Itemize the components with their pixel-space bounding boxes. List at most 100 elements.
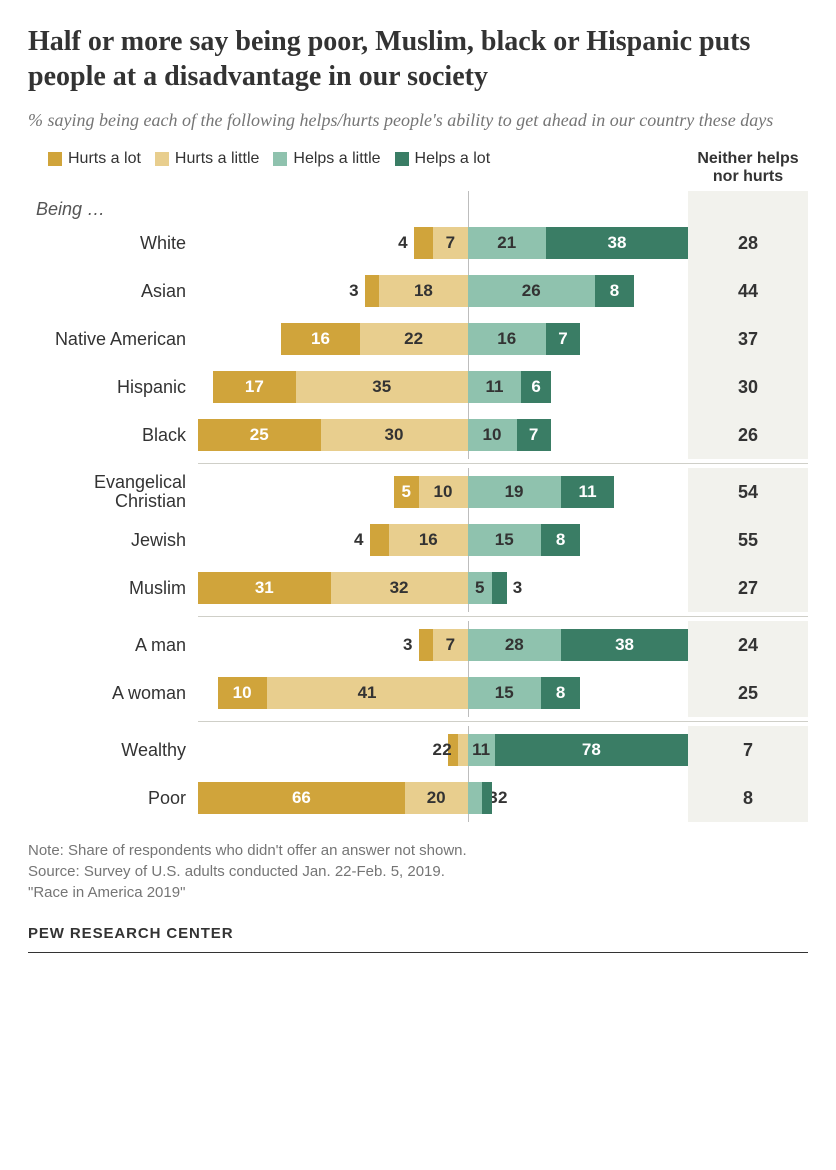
bar-wrap: 1041158 — [198, 677, 688, 709]
seg-helps-a-lot: 38 — [546, 227, 688, 259]
bar-wrap: 72838 — [198, 629, 688, 661]
bar-zone: 2530107 — [198, 411, 688, 459]
footer-brand: PEW RESEARCH CENTER — [28, 925, 808, 942]
group-header: Being … — [28, 191, 808, 219]
row-label: Wealthy — [28, 741, 198, 761]
seg-helps-a-little: 21 — [468, 227, 546, 259]
seg-hurts-a-lot: 17 — [213, 371, 296, 403]
row-label: Poor — [28, 789, 198, 809]
seg-helps-a-little: 11 — [468, 371, 522, 403]
row-label: Hispanic — [28, 378, 198, 398]
bar-zone: 6620 — [198, 774, 688, 822]
bar-zone: 31325 — [198, 564, 688, 612]
seg-helps-a-little: 16 — [468, 323, 546, 355]
row-label: Muslim — [28, 579, 198, 599]
seg-hurts-a-little: 41 — [267, 677, 468, 709]
bar-right — [468, 782, 689, 814]
legend-helps-a-little: Helps a little — [273, 150, 380, 168]
bar-right: 158 — [468, 524, 689, 556]
bar-right: 2138 — [468, 227, 689, 259]
bar-right: 268 — [468, 275, 689, 307]
chart-row: Hispanic173511630 — [28, 363, 808, 411]
legend-label: Hurts a lot — [68, 150, 141, 168]
seg-helps-a-little — [468, 782, 483, 814]
seg-helps-a-little: 15 — [468, 524, 542, 556]
axis-line — [468, 191, 469, 219]
seg-hurts-a-little: 7 — [433, 227, 467, 259]
legend-items: Hurts a lot Hurts a little Helps a littl… — [48, 150, 490, 168]
neither-value: 8 — [688, 774, 808, 822]
bar-zone: 72138 — [198, 219, 688, 267]
row-label: Black — [28, 426, 198, 446]
chart-row: Native American162216737 — [28, 315, 808, 363]
bar-wrap: 1178 — [198, 734, 688, 766]
seg-hurts-a-lot: 31 — [198, 572, 331, 604]
seg-helps-a-lot: 38 — [561, 629, 688, 661]
seg-hurts-a-little: 10 — [419, 476, 468, 508]
seg-hurts-a-little: 32 — [331, 572, 468, 604]
chart-row: Wealthy11787 — [28, 726, 808, 774]
legend-neither: Neither helps nor hurts — [688, 150, 808, 185]
bar-left: 6620 — [198, 782, 468, 814]
chart-row: Black253010726 — [28, 411, 808, 459]
swatch-hurts-a-lot — [48, 152, 62, 166]
neither-value: 55 — [688, 516, 808, 564]
seg-helps-a-lot: 6 — [521, 371, 550, 403]
chart-row: Evangelical Christian510191154 — [28, 468, 808, 516]
seg-helps-a-little: 11 — [468, 734, 495, 766]
chart-row: Poor6620 8 — [28, 774, 808, 822]
seg-hurts-a-little: 22 — [360, 323, 468, 355]
neither-value: 7 — [688, 726, 808, 774]
footnote-source: Source: Survey of U.S. adults conducted … — [28, 861, 808, 882]
bar-left: 16 — [198, 524, 468, 556]
bar-right: 2838 — [468, 629, 689, 661]
seg-helps-a-lot: 8 — [595, 275, 634, 307]
bar-left: 7 — [198, 629, 468, 661]
bar-right: 158 — [468, 677, 689, 709]
neither-value: 37 — [688, 315, 808, 363]
bar-right: 1911 — [468, 476, 689, 508]
chart-row: A woman104115825 — [28, 669, 808, 717]
neither-header-spacer — [688, 191, 808, 219]
seg-helps-a-little: 5 — [468, 572, 493, 604]
seg-helps-a-lot: 8 — [541, 677, 580, 709]
legend-label: Helps a lot — [415, 150, 491, 168]
seg-hurts-a-lot — [370, 524, 390, 556]
bar-left: 1735 — [198, 371, 468, 403]
bar-zone: 18268 — [198, 267, 688, 315]
seg-helps-a-lot — [492, 572, 507, 604]
bar-left: 18 — [198, 275, 468, 307]
bar-left: 1041 — [198, 677, 468, 709]
bar-right: 116 — [468, 371, 689, 403]
footnote-note: Note: Share of respondents who didn't of… — [28, 840, 808, 861]
seg-helps-a-lot: 78 — [495, 734, 688, 766]
group-divider — [198, 616, 808, 617]
bar-right: 107 — [468, 419, 689, 451]
chart-row: Jewish1615855 — [28, 516, 808, 564]
neither-value: 30 — [688, 363, 808, 411]
legend: Hurts a lot Hurts a little Helps a littl… — [28, 150, 808, 185]
bar-left: 7 — [198, 227, 468, 259]
seg-hurts-a-lot: 25 — [198, 419, 321, 451]
neither-value: 26 — [688, 411, 808, 459]
seg-helps-a-lot: 11 — [561, 476, 615, 508]
bar-right: 5 — [468, 572, 689, 604]
swatch-hurts-a-little — [155, 152, 169, 166]
chart-title: Half or more say being poor, Muslim, bla… — [28, 24, 808, 94]
seg-hurts-a-little: 30 — [321, 419, 468, 451]
bottom-rule — [28, 952, 808, 953]
bar-zone — [198, 191, 688, 219]
seg-helps-a-lot: 7 — [517, 419, 551, 451]
neither-value: 27 — [688, 564, 808, 612]
row-label: Asian — [28, 282, 198, 302]
neither-value: 25 — [688, 669, 808, 717]
seg-hurts-a-little: 35 — [296, 371, 468, 403]
chart-row: A man7283824 — [28, 621, 808, 669]
row-label: Evangelical Christian — [28, 473, 198, 513]
bar-wrap: 16158 — [198, 524, 688, 556]
seg-hurts-a-little: 20 — [405, 782, 468, 814]
seg-helps-a-lot: 7 — [546, 323, 580, 355]
bar-zone: 1622167 — [198, 315, 688, 363]
seg-helps-a-lot: 8 — [541, 524, 580, 556]
chart-row: White7213828 — [28, 219, 808, 267]
